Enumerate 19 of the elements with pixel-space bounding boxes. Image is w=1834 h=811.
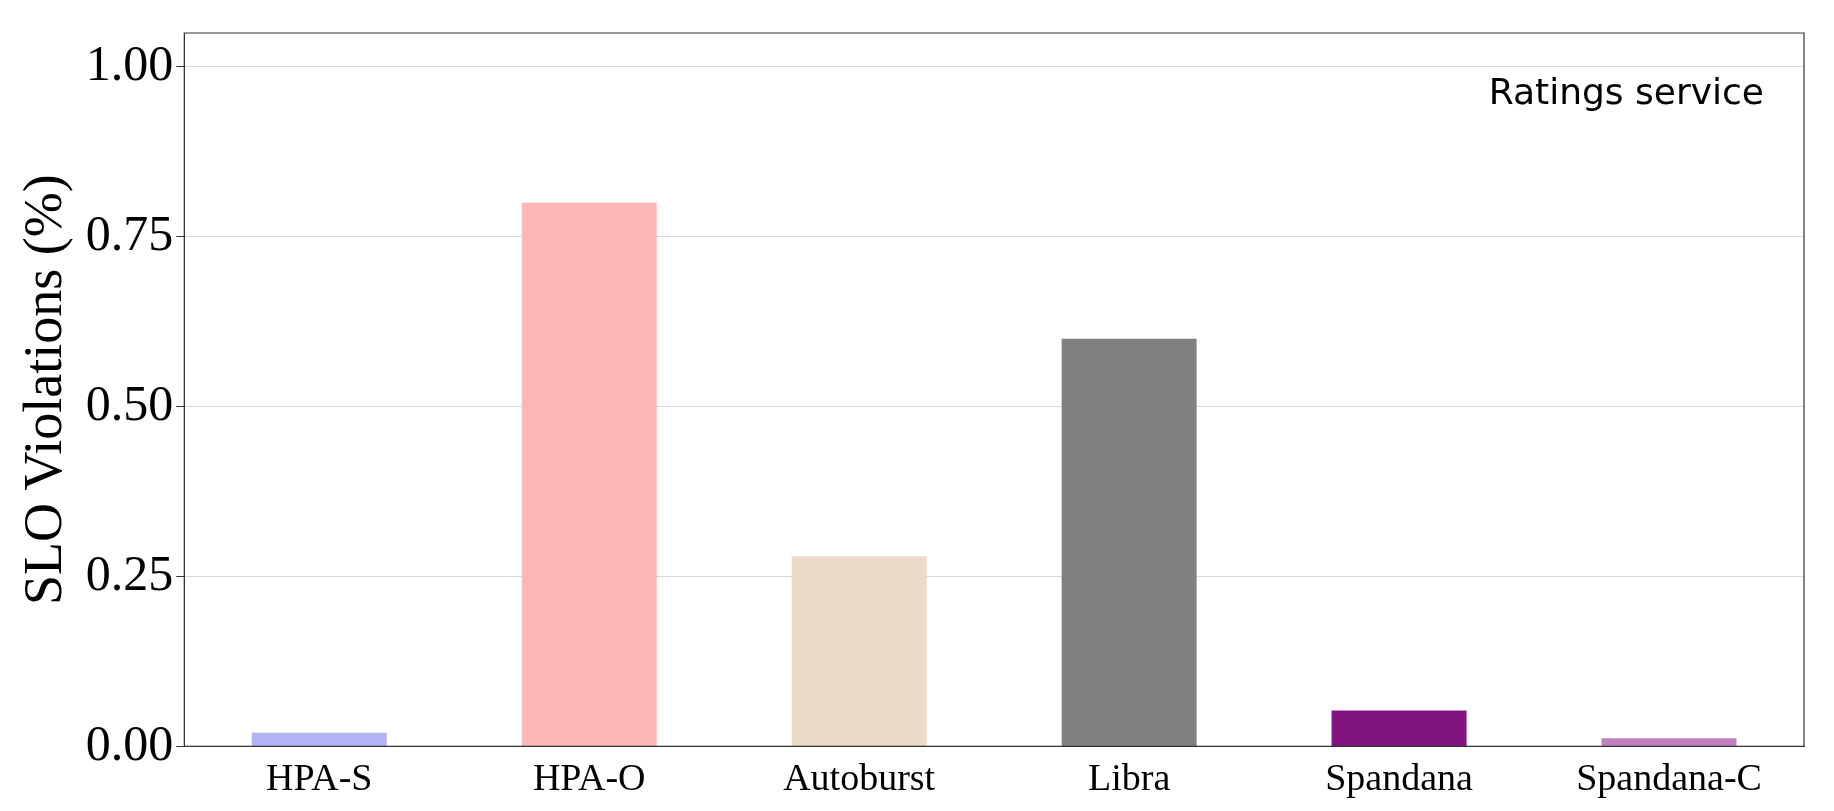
bar <box>791 556 927 746</box>
y-tick-label: 1.00 <box>85 35 174 92</box>
y-tick-label: 0.50 <box>85 374 174 431</box>
y-tick-label: 0.00 <box>85 714 174 771</box>
bar <box>1331 710 1467 746</box>
x-tick-label: Spandana-C <box>1576 756 1762 799</box>
annotation: Ratings service <box>1488 71 1764 113</box>
bar <box>1061 338 1197 746</box>
bar <box>251 732 387 746</box>
x-tick-label: HPA-O <box>532 756 646 799</box>
x-tick-label: HPA-S <box>266 756 373 799</box>
x-tick-label: Autoburst <box>783 756 936 799</box>
y-tick-label: 0.75 <box>85 204 174 261</box>
x-tick-label: Libra <box>1087 756 1171 799</box>
x-tick-label: Spandana <box>1325 756 1474 799</box>
bar <box>1601 738 1737 746</box>
y-tick-label: 0.25 <box>85 544 174 601</box>
bar <box>521 202 657 746</box>
y-axis-title: SLO Violations (%) <box>12 174 73 606</box>
